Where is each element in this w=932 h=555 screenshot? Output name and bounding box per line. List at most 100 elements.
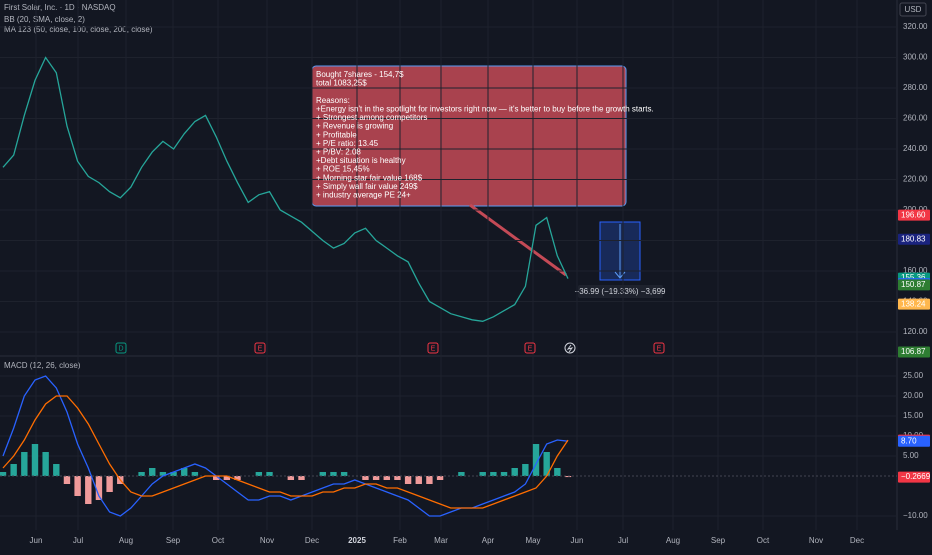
histogram-bar — [554, 468, 561, 476]
event-label: D — [118, 345, 123, 352]
histogram-bar — [340, 472, 348, 476]
annotation-line: + P/BV: 2.08 — [316, 148, 361, 157]
event-label: E — [657, 345, 662, 352]
price-tag — [898, 209, 930, 221]
measure-label-box — [578, 285, 663, 298]
macd-title: MACD (12, 26, close) — [4, 361, 81, 370]
lightning — [566, 344, 574, 353]
histogram-bar — [223, 476, 231, 480]
y-tick-label: 200.00 — [903, 205, 928, 214]
x-tick-label: Jun — [571, 536, 584, 545]
x-tick-label: Sep — [711, 536, 726, 545]
event-label: E — [258, 345, 263, 352]
x-tick-label: Dec — [305, 536, 319, 545]
histogram-bar — [426, 476, 433, 484]
annotation-line: +Energy isn't in the spotlight for inves… — [316, 105, 654, 114]
histogram-bar — [159, 472, 167, 476]
price-tag — [898, 346, 930, 358]
histogram-bar — [74, 476, 81, 496]
histogram-bar — [319, 472, 327, 476]
indicator: BB (20, SMA, close, 2) — [4, 15, 85, 24]
y-tick-label: 280.00 — [903, 83, 928, 92]
annotation-line: + Profitable — [316, 130, 357, 139]
y-tick-label: 15.00 — [903, 411, 924, 420]
x-tick-label: Dec — [850, 536, 864, 545]
x-tick-label: 2025 — [348, 536, 366, 545]
x-tick-label: Sep — [166, 536, 181, 545]
annotation-line: + industry average PE 24+ — [316, 191, 411, 200]
y-tick-label: 160.00 — [903, 266, 928, 275]
price-tag — [898, 298, 930, 310]
price-tag — [898, 233, 930, 245]
dividend-icon[interactable] — [564, 342, 576, 354]
price-tag-label: 196.60 — [901, 210, 926, 219]
histogram-bar — [490, 472, 497, 476]
histogram-bar — [522, 464, 529, 476]
histogram-bar — [85, 476, 92, 504]
y-tick-label: 320.00 — [903, 22, 928, 31]
price-tag-label: 155.36 — [901, 273, 926, 282]
price-tag-label: 150.87 — [901, 280, 926, 289]
histogram-bar — [63, 476, 71, 484]
annotation-line: + Strongest among competitors — [316, 113, 427, 122]
histogram-bar — [543, 452, 550, 476]
annotation-line: Reasons: — [316, 96, 350, 105]
x-tick-label: May — [525, 536, 540, 545]
histogram-bar — [415, 476, 422, 484]
annotation-line: + Revenue is growing — [316, 122, 393, 131]
event-marker[interactable] — [653, 342, 665, 354]
title: First Solar, Inc. · 1D · NASDAQ — [4, 3, 116, 12]
histogram-bar — [21, 452, 28, 476]
histogram-bar — [479, 472, 486, 476]
histogram-bar — [53, 464, 60, 476]
x-tick-label: Feb — [393, 536, 407, 545]
histogram-bar — [436, 476, 444, 480]
annotation-line: + Simply wall fair value 249$ — [316, 182, 418, 191]
event-marker[interactable] — [427, 342, 439, 354]
price-tag — [898, 279, 930, 291]
event-marker[interactable] — [524, 342, 536, 354]
price-tag-label: −0.2669 — [901, 472, 931, 481]
macd-line — [2, 375, 569, 517]
x-tick-label: Oct — [757, 536, 770, 545]
histogram-bar — [234, 476, 241, 480]
histogram-bar — [0, 472, 7, 476]
y-tick-label: 260.00 — [903, 114, 928, 123]
event-marker[interactable] — [115, 342, 127, 354]
event-marker[interactable] — [254, 342, 266, 354]
histogram-bar — [138, 472, 145, 476]
event-label: E — [528, 345, 533, 352]
histogram-bar — [181, 468, 188, 476]
histogram-bar — [287, 476, 295, 480]
price-tag-label: 138.24 — [901, 299, 926, 308]
y-tick-label: 120.00 — [903, 327, 928, 336]
histogram-bar — [149, 468, 156, 476]
y-tick-label: −10.00 — [903, 511, 928, 520]
histogram-bar — [42, 452, 49, 476]
histogram-bar — [458, 472, 465, 476]
histogram-bar — [511, 468, 518, 476]
histogram-bar — [10, 464, 17, 476]
histogram-bar — [394, 476, 401, 480]
histogram-bar — [532, 444, 540, 476]
histogram-bar — [330, 472, 337, 476]
histogram-bar — [383, 476, 390, 480]
y-tick-label: 300.00 — [903, 53, 928, 62]
histogram-bar — [106, 476, 113, 492]
price-tag — [898, 435, 930, 447]
y-tick-label: 5.00 — [903, 451, 919, 460]
y-tick-label: 240.00 — [903, 144, 928, 153]
x-tick-label: Aug — [666, 536, 680, 545]
x-tick-label: Mar — [434, 536, 448, 545]
annotation-line: + ROE 15,45% — [316, 165, 370, 174]
histogram-bar — [170, 472, 177, 476]
x-tick-label: Jul — [618, 536, 628, 545]
price-tag-label: 106.87 — [901, 347, 926, 356]
x-tick-label: Aug — [119, 536, 133, 545]
price-tag — [898, 471, 930, 483]
y-tick-label: 25.00 — [903, 371, 924, 380]
currency[interactable]: USD — [905, 5, 922, 14]
histogram-bar — [362, 476, 369, 480]
currency-box[interactable] — [899, 2, 927, 17]
x-tick-label: Apr — [482, 536, 495, 545]
